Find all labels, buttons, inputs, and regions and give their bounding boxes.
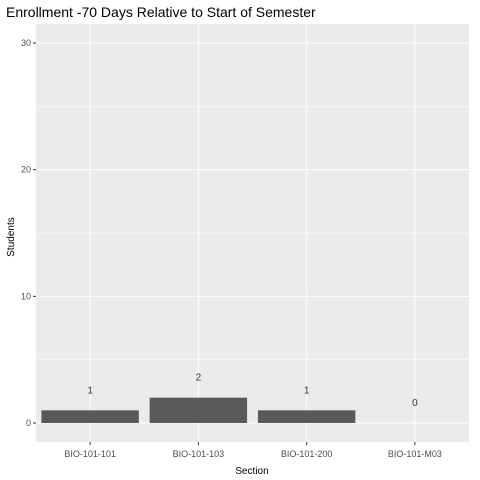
x-tick-label: BIO-101-101 [64,449,116,459]
data-label: 1 [304,385,310,396]
y-tick-label: 30 [21,38,31,48]
x-axis: BIO-101-101 BIO-101-103 BIO-101-200 BIO-101… [64,442,442,459]
data-label: 0 [412,398,418,409]
data-label: 2 [196,373,202,384]
y-tick-label: 0 [26,418,31,428]
bar [41,410,139,423]
bars [41,397,356,423]
x-tick-label: BIO-101-M03 [388,449,442,459]
x-axis-title: Section [235,466,268,477]
x-tick-label: BIO-101-200 [281,449,333,459]
y-tick-label: 10 [21,291,31,301]
y-axis-title: Students [6,217,17,256]
x-tick-label: BIO-101-103 [173,449,225,459]
y-tick-label: 20 [21,165,31,175]
bar [257,410,356,423]
y-axis: 0 10 20 30 [21,38,36,428]
data-labels: 1 2 1 0 [87,373,418,409]
bar [149,397,248,423]
grid-minor [36,106,469,360]
chart-title: Enrollment -70 Days Relative to Start of… [6,4,316,20]
grid-major [36,24,469,442]
data-label: 1 [87,385,93,396]
